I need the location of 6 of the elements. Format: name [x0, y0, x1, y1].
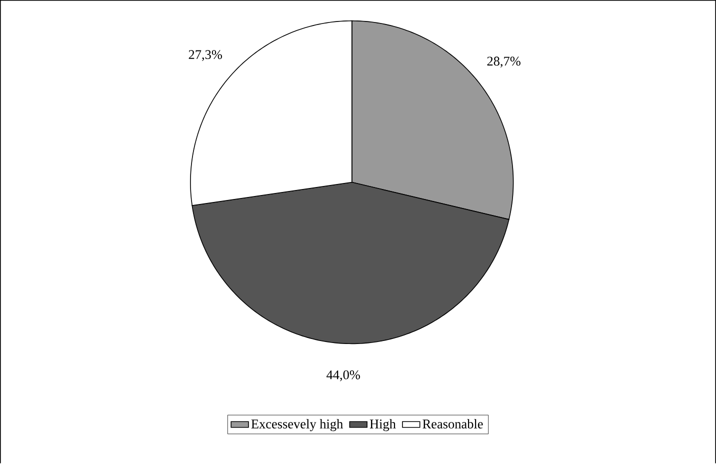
data-label: 27,3% — [188, 50, 222, 62]
legend-label: Reasonable — [422, 419, 483, 429]
data-label: 44,0% — [326, 370, 360, 382]
legend-label: High — [370, 419, 396, 432]
data-label: 28,7% — [487, 56, 520, 68]
legend-label: Excessevely high — [251, 419, 343, 432]
